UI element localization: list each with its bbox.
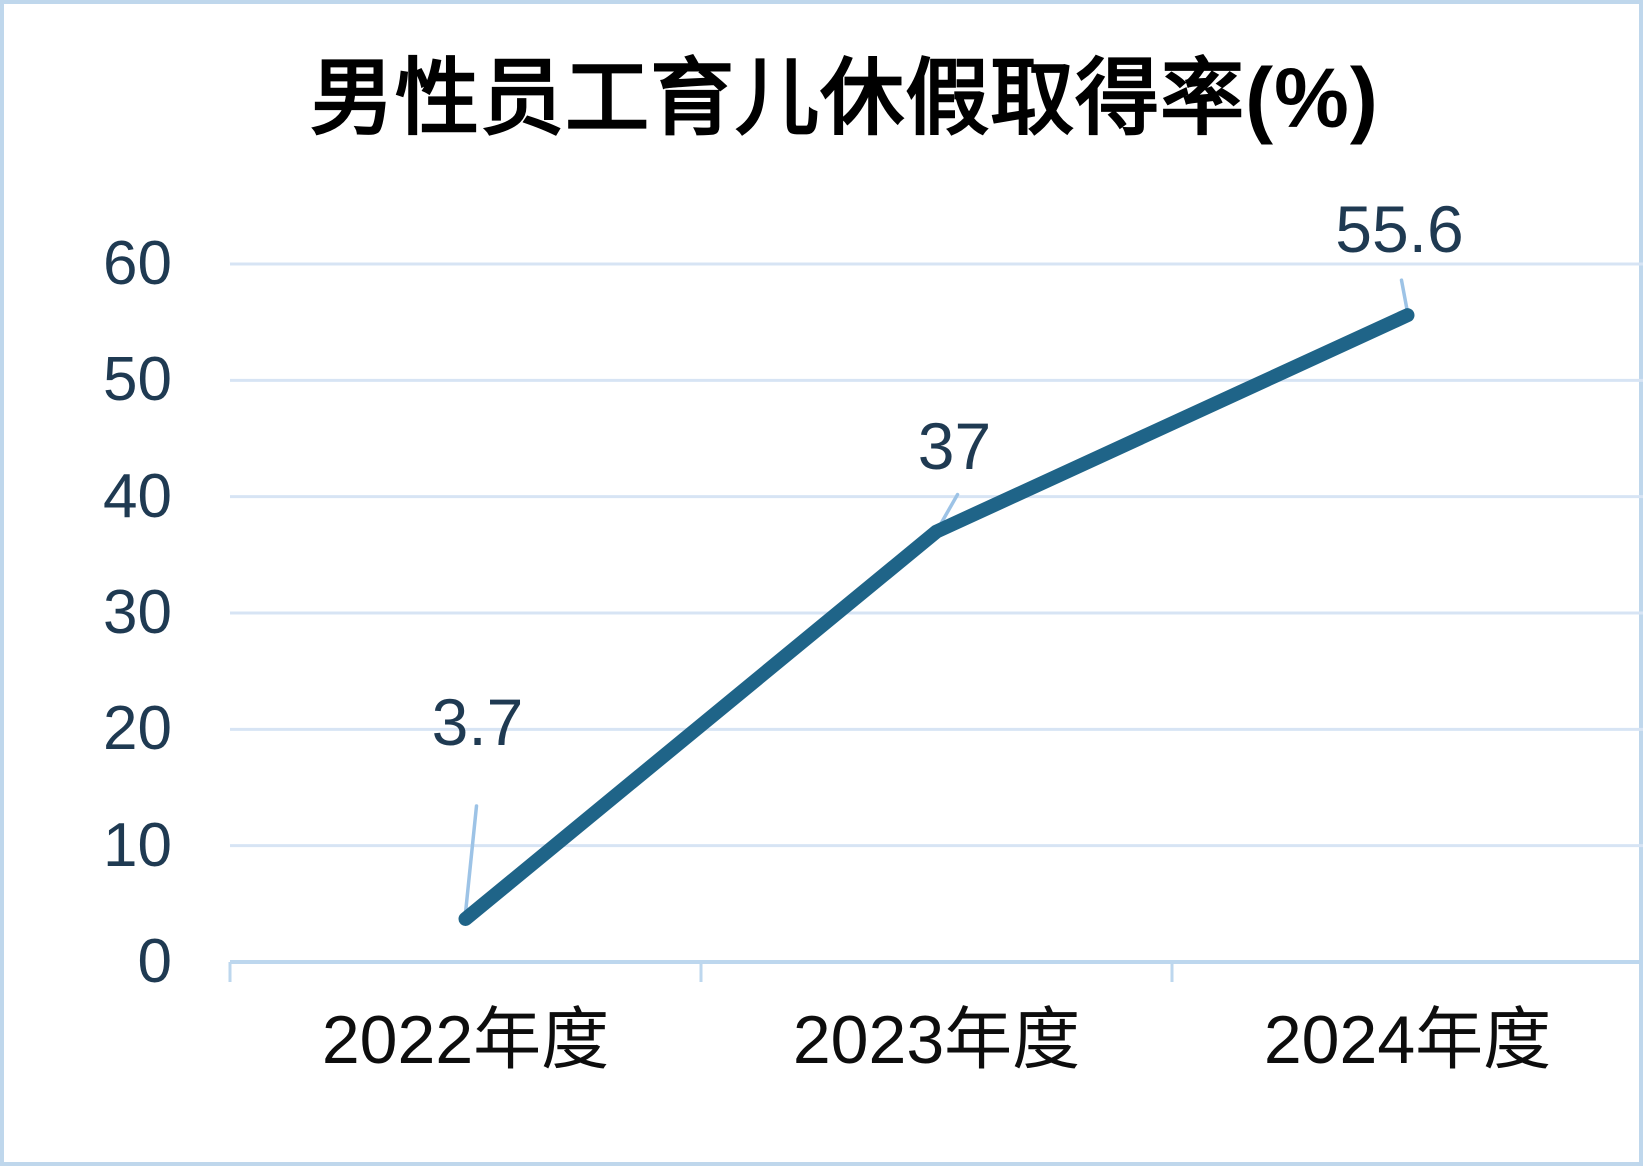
x-axis-category-label: 2022年度 <box>321 1002 610 1078</box>
y-axis-tick-label: 60 <box>103 229 172 298</box>
y-axis-tick-label: 40 <box>103 461 172 531</box>
y-axis-tick-label: 20 <box>103 694 172 764</box>
data-label-leader-line <box>463 804 479 915</box>
y-axis-tick-label: 30 <box>103 578 172 647</box>
data-series-line <box>458 308 1415 926</box>
y-axis-tick-label: 50 <box>103 345 172 415</box>
data-label: 55.6 <box>1335 192 1464 267</box>
x-axis-category-label: 2023年度 <box>792 1002 1081 1078</box>
chart-title: 男性员工育儿休假取得率(%) <box>310 51 1379 145</box>
x-axis-category-label: 2024年度 <box>1263 1002 1552 1078</box>
data-label: 3.7 <box>431 684 524 759</box>
y-axis-tick-label: 0 <box>137 927 172 996</box>
y-axis-tick-label: 10 <box>103 810 172 880</box>
data-label: 37 <box>917 408 992 483</box>
data-label-leader-line <box>1399 278 1410 314</box>
